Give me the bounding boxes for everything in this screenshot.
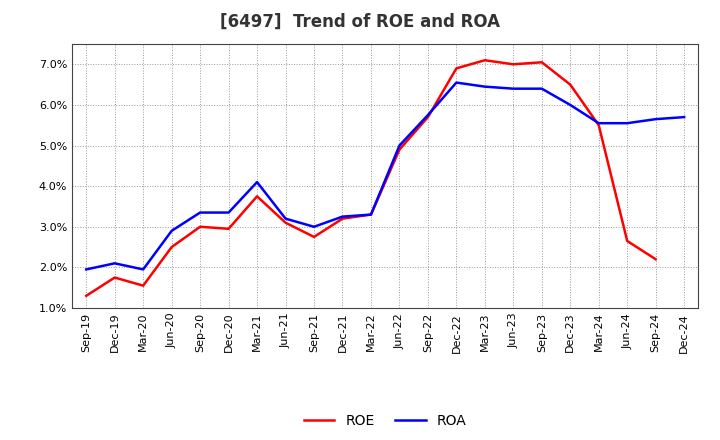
ROE (82, 293, 91, 298)
ROA (680, 114, 688, 120)
ROE (338, 216, 347, 221)
ROE (225, 226, 233, 231)
ROE (452, 66, 461, 71)
Legend: ROE, ROA: ROE, ROA (298, 408, 472, 433)
ROE (282, 220, 290, 225)
ROA (139, 267, 148, 272)
ROE (480, 58, 489, 63)
ROA (282, 216, 290, 221)
ROA (310, 224, 318, 229)
ROA (82, 267, 91, 272)
ROA (338, 214, 347, 219)
ROA (452, 80, 461, 85)
ROE (167, 245, 176, 250)
ROA (167, 228, 176, 234)
ROE (395, 147, 404, 152)
ROE (366, 212, 375, 217)
Line: ROA: ROA (86, 83, 684, 269)
ROE (652, 257, 660, 262)
ROA (537, 86, 546, 92)
ROA (595, 121, 603, 126)
ROA (253, 180, 261, 185)
ROE (196, 224, 204, 229)
ROE (566, 82, 575, 87)
ROE (623, 238, 631, 244)
ROE (110, 275, 119, 280)
ROA (623, 121, 631, 126)
ROE (310, 234, 318, 239)
Text: [6497]  Trend of ROE and ROA: [6497] Trend of ROE and ROA (220, 13, 500, 31)
ROA (652, 117, 660, 122)
ROE (253, 194, 261, 199)
ROA (509, 86, 518, 92)
ROA (366, 212, 375, 217)
ROA (110, 260, 119, 266)
ROA (196, 210, 204, 215)
ROA (423, 113, 432, 118)
ROE (423, 114, 432, 120)
ROA (480, 84, 489, 89)
ROE (595, 123, 603, 128)
ROA (395, 143, 404, 148)
ROE (139, 283, 148, 288)
Line: ROE: ROE (86, 60, 656, 296)
ROE (509, 62, 518, 67)
ROA (566, 102, 575, 107)
ROE (537, 60, 546, 65)
ROA (225, 210, 233, 215)
